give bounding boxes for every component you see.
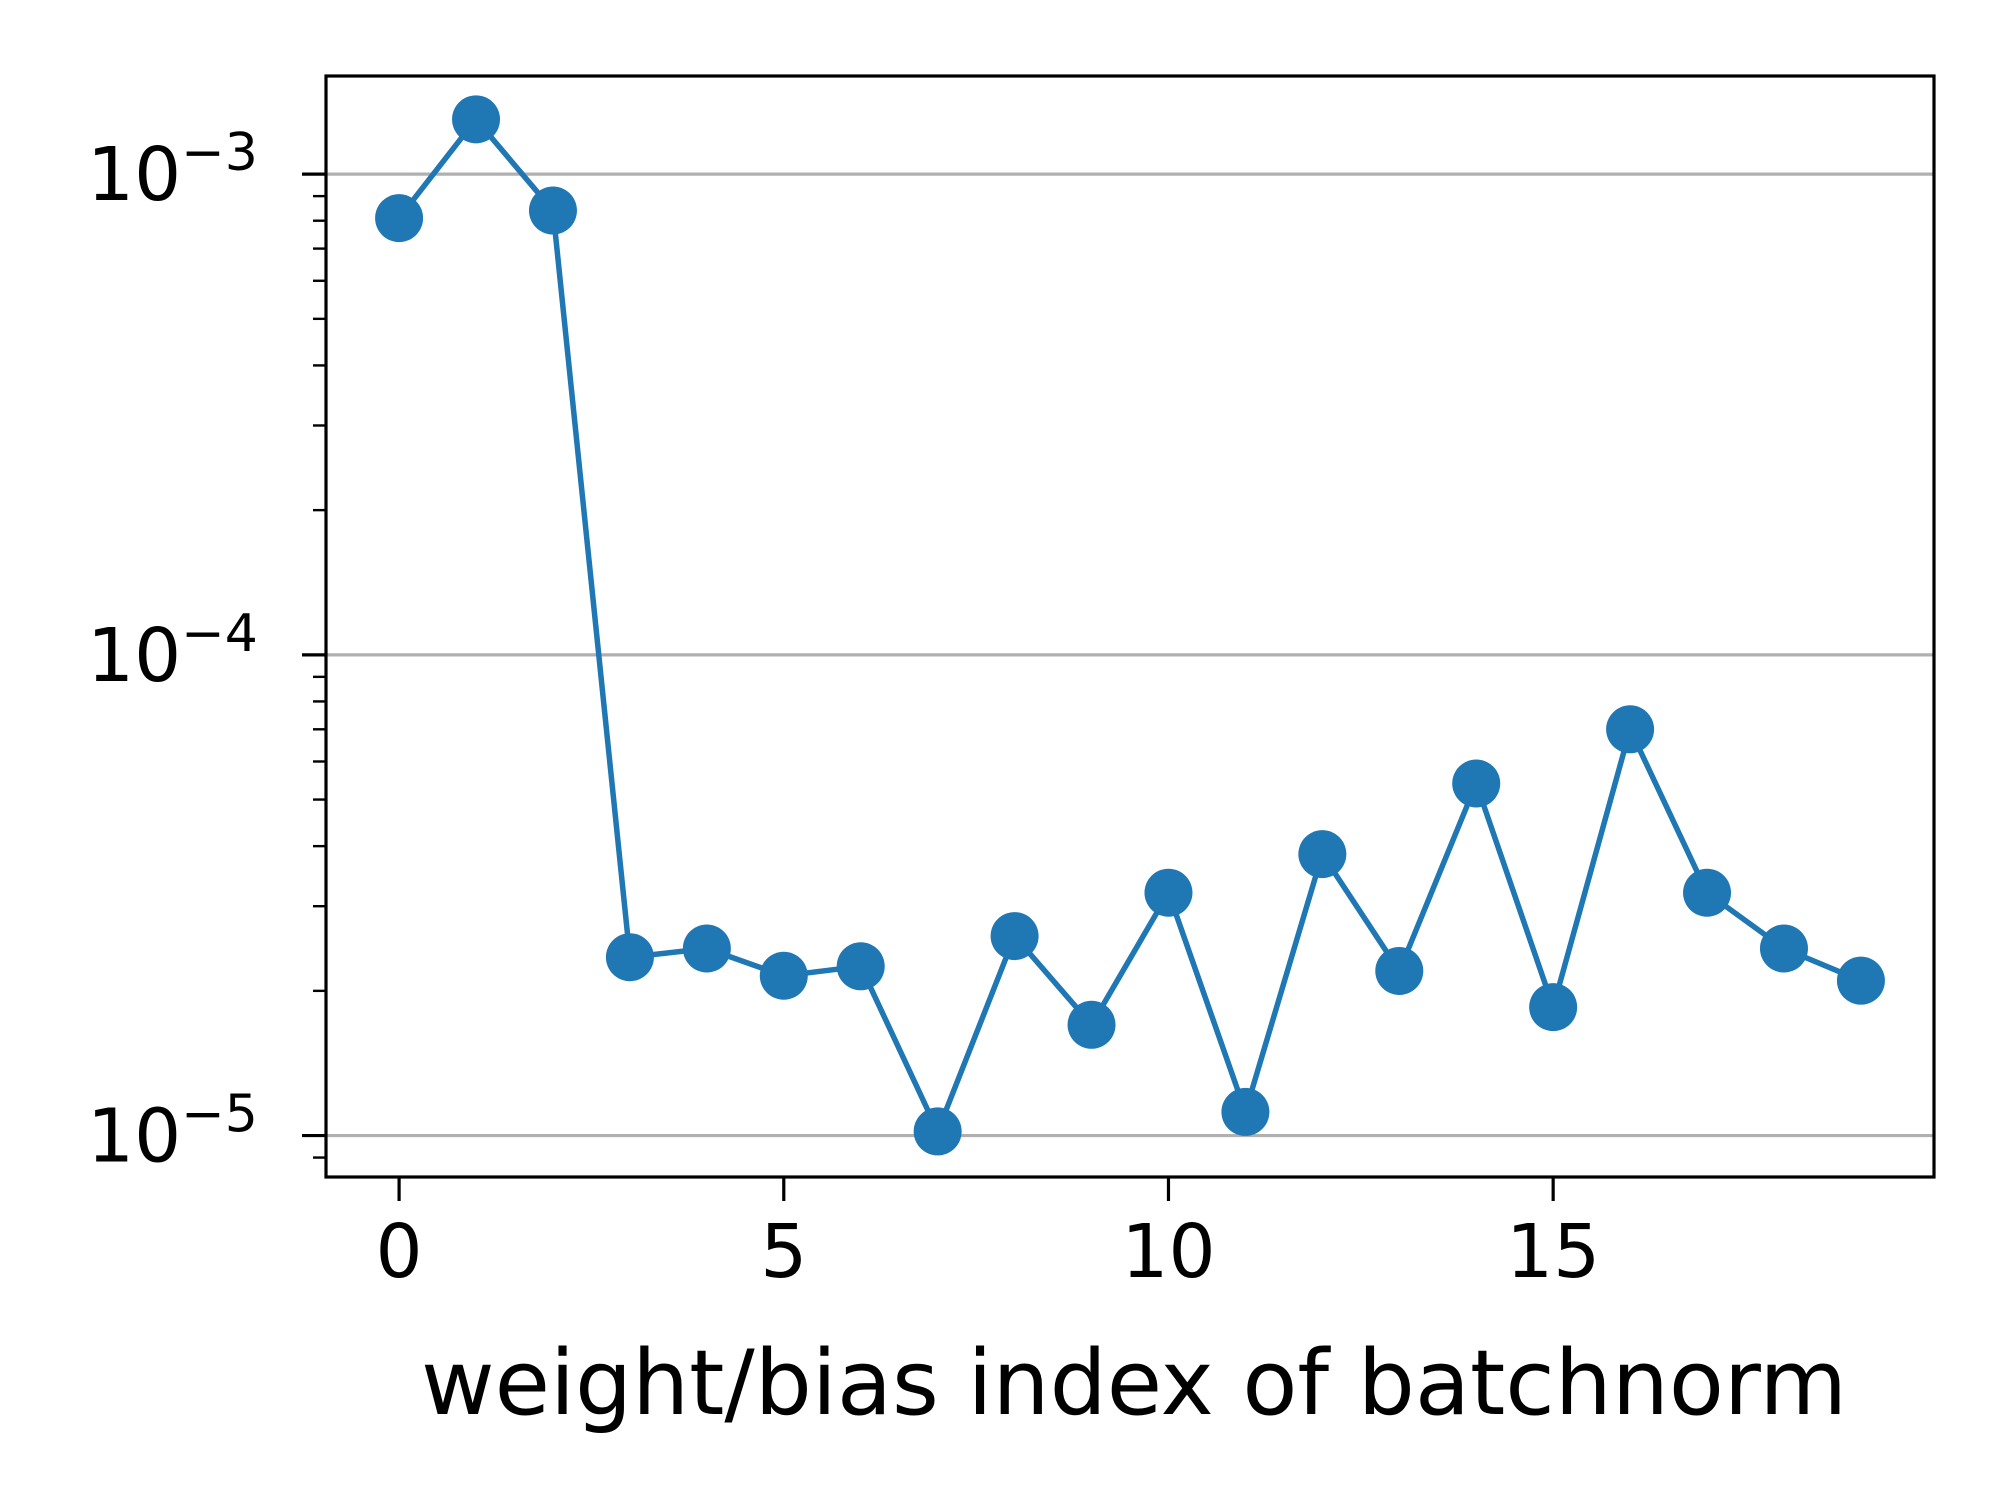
series-layer: [375, 95, 1885, 1156]
data-point: [1375, 946, 1424, 995]
axes-layer: 0 5 10 15 10−5 10−4 10−3: [87, 74, 1936, 1295]
data-point: [1606, 705, 1655, 754]
data-point: [1144, 868, 1193, 917]
data-point: [682, 924, 731, 973]
grid-layer: [326, 172, 1934, 1138]
data-point: [759, 951, 808, 1000]
y-tick-label: 10−4: [87, 604, 258, 699]
data-point: [1298, 830, 1347, 879]
x-axis-label: weight/bias index of batchnorm: [421, 1331, 1847, 1436]
data-point: [528, 186, 577, 235]
x-tick-label: 5: [760, 1209, 807, 1295]
x-tick-label: 0: [376, 1209, 423, 1295]
data-point: [1221, 1087, 1270, 1136]
data-point: [836, 942, 885, 991]
x-tick-label: 15: [1506, 1209, 1600, 1295]
data-point: [452, 95, 501, 144]
y-tick-label: 10−5: [87, 1085, 258, 1180]
data-point: [1529, 983, 1578, 1032]
data-point: [375, 194, 424, 243]
data-point: [1836, 956, 1885, 1005]
data-point: [1683, 868, 1732, 917]
data-point: [1759, 924, 1808, 973]
data-point: [1067, 1000, 1116, 1049]
y-tick-label: 10−3: [87, 123, 258, 218]
x-tick-label: 10: [1121, 1209, 1215, 1295]
series-line: [396, 116, 1862, 1135]
data-point: [1452, 759, 1501, 808]
plot-frame: [324, 74, 1936, 1179]
data-point: [605, 933, 654, 982]
data-point: [913, 1107, 962, 1156]
data-point: [990, 912, 1039, 961]
